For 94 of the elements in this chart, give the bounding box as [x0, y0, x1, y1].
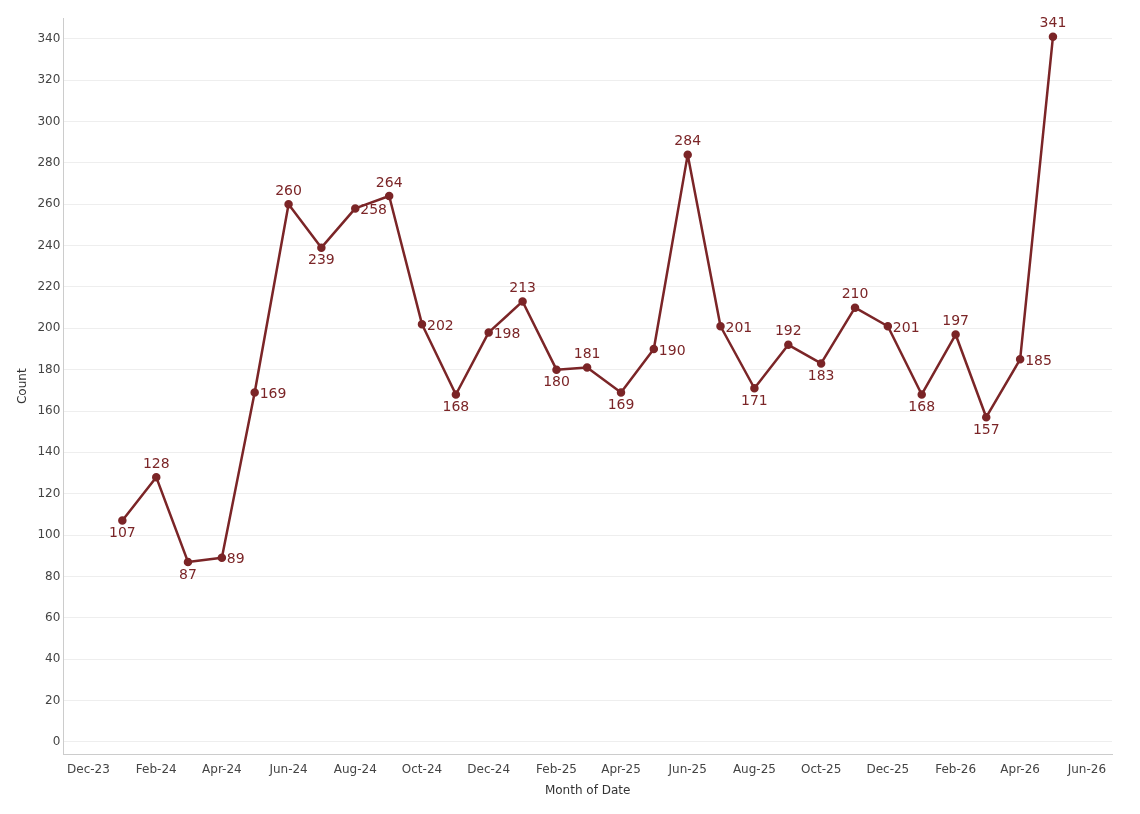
data-label: 201	[892, 318, 920, 335]
x-tick-label: Dec-25	[866, 761, 910, 776]
data-label: 180	[543, 373, 570, 390]
data-label: 183	[807, 367, 835, 384]
point	[683, 150, 692, 159]
point	[217, 553, 227, 563]
point	[351, 204, 360, 213]
data-label: 284	[674, 132, 702, 149]
data-label: 264	[375, 173, 403, 190]
x-tick-label: Jun-24	[268, 761, 308, 776]
point	[183, 557, 193, 567]
point	[1015, 355, 1025, 364]
data-label: 107	[108, 524, 136, 541]
y-tick-label: 0	[52, 733, 61, 748]
x-axis-title: Month of Date	[544, 782, 631, 797]
y-tick-label: 100	[37, 527, 61, 542]
data-label: 190	[658, 341, 686, 358]
y-tick-label: 60	[45, 609, 61, 624]
point	[552, 365, 561, 374]
point	[484, 328, 493, 337]
y-tick-label: 320	[37, 72, 61, 87]
point	[784, 340, 793, 350]
x-tick-label: Feb-25	[536, 761, 577, 776]
x-tick-label: Dec-23	[67, 761, 110, 776]
point	[951, 330, 960, 339]
data-label: 258	[360, 201, 388, 218]
x-tick-label: Feb-24	[135, 761, 177, 776]
y-tick-label: 160	[37, 403, 61, 418]
point	[451, 390, 461, 399]
y-tick-label: 280	[37, 155, 61, 170]
data-label: 260	[275, 181, 302, 198]
data-label: 181	[573, 345, 601, 362]
y-tick-label: 200	[37, 320, 61, 335]
y-tick-label: 300	[37, 113, 61, 128]
data-label: 89	[226, 550, 245, 567]
x-tick-label: Dec-24	[467, 761, 511, 776]
point	[582, 363, 592, 372]
data-label: 192	[774, 322, 802, 339]
data-label: 157	[972, 420, 1000, 437]
y-tick-label: 120	[37, 485, 61, 500]
point	[981, 412, 991, 422]
data-label: 239	[308, 251, 335, 268]
data-label: 128	[142, 454, 170, 471]
point	[917, 390, 926, 399]
x-tick-label: Aug-24	[333, 761, 377, 776]
data-label: 169	[259, 385, 287, 402]
point	[716, 322, 725, 331]
data-label: 169	[607, 396, 635, 413]
point	[152, 472, 161, 482]
y-tick-label: 240	[37, 237, 61, 252]
data-label: 87	[179, 565, 197, 582]
x-tick-label: Feb-26	[935, 761, 977, 776]
point	[850, 303, 860, 312]
x-tick-label: Oct-24	[401, 761, 443, 776]
data-label: 341	[1039, 14, 1067, 31]
x-tick-label: Apr-25	[601, 761, 641, 776]
data-label: 168	[908, 398, 936, 415]
y-tick-label: 20	[45, 692, 61, 707]
point	[518, 297, 527, 306]
y-tick-label: 80	[45, 568, 61, 583]
data-label: 171	[741, 391, 768, 408]
y-tick-label: 140	[37, 444, 61, 459]
data-label: 201	[725, 318, 753, 335]
data-label: 185	[1025, 351, 1052, 368]
data-label: 202	[426, 316, 454, 333]
x-tick-label: Apr-26	[1000, 761, 1040, 776]
point	[816, 359, 826, 368]
point	[250, 388, 259, 397]
point	[317, 243, 326, 252]
y-tick-label: 260	[37, 196, 61, 211]
data-label: 197	[942, 312, 969, 329]
point	[750, 384, 759, 393]
x-tick-label: Jun-26	[1066, 761, 1107, 776]
point	[883, 322, 893, 331]
y-axis-title: Count	[15, 368, 30, 405]
x-tick-label: Jun-25	[667, 761, 707, 776]
point	[616, 388, 626, 397]
point	[417, 319, 427, 329]
data-label: 213	[509, 279, 536, 296]
y-tick-label: 40	[45, 651, 61, 666]
point	[1048, 32, 1058, 42]
data-label: 198	[493, 325, 521, 342]
point	[284, 200, 293, 209]
y-tick-label: 180	[37, 361, 61, 376]
data-label: 210	[841, 285, 869, 302]
x-tick-label: Apr-24	[202, 761, 242, 776]
x-tick-label: Oct-25	[800, 761, 842, 776]
x-tick-label: Aug-25	[732, 761, 776, 776]
y-tick-label: 220	[37, 279, 61, 294]
y-tick-label: 340	[37, 31, 61, 45]
point	[384, 191, 394, 201]
point	[118, 516, 127, 525]
point	[649, 344, 659, 354]
data-label: 168	[442, 398, 470, 415]
